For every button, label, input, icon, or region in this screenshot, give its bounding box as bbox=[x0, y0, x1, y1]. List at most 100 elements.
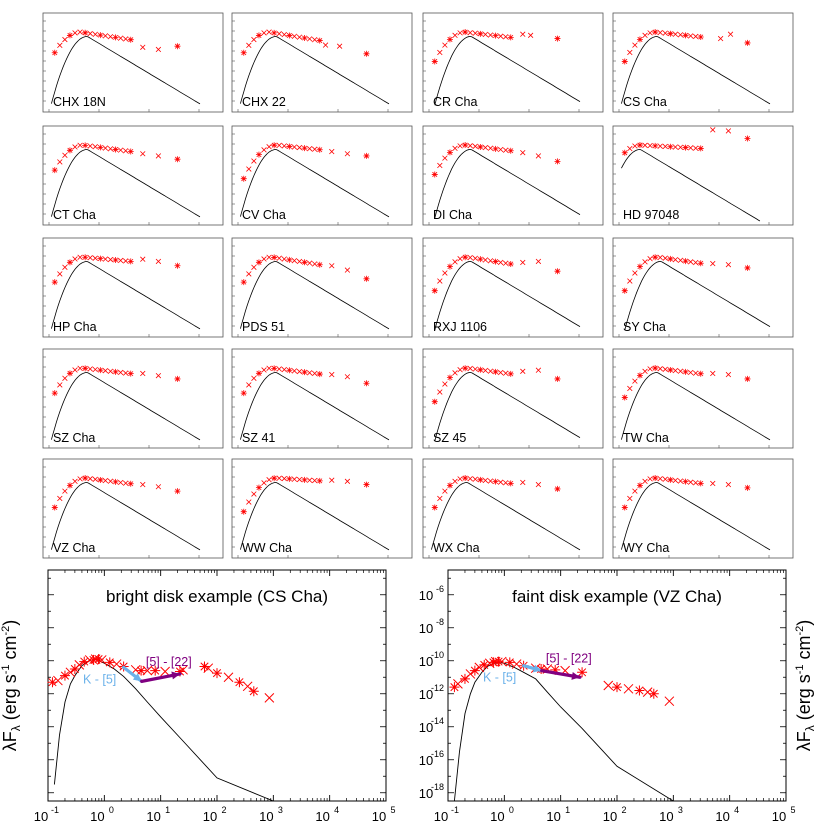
observed-point bbox=[160, 666, 170, 677]
observed-point bbox=[462, 365, 469, 372]
thumbnail-title: CV Cha bbox=[242, 208, 286, 222]
observed-point bbox=[203, 663, 214, 674]
observed-point bbox=[520, 479, 526, 486]
observed-point bbox=[47, 677, 58, 688]
observed-point bbox=[487, 32, 494, 38]
photosphere-curve bbox=[621, 35, 771, 105]
x-tick-exponent: -1 bbox=[51, 805, 59, 815]
observed-point bbox=[72, 144, 78, 150]
observed-point bbox=[710, 480, 716, 487]
photosphere-curve bbox=[434, 35, 581, 106]
observed-point bbox=[472, 143, 478, 150]
thumbnail-frame bbox=[612, 12, 794, 113]
observed-point bbox=[469, 665, 480, 676]
observed-point bbox=[271, 142, 278, 149]
observed-point bbox=[442, 381, 448, 387]
observed-point bbox=[266, 254, 272, 260]
photosphere-curve bbox=[51, 260, 201, 330]
observed-point bbox=[642, 142, 648, 148]
observed-point bbox=[306, 36, 313, 42]
x-tick-exponent: -1 bbox=[451, 805, 459, 815]
observed-point bbox=[462, 254, 469, 261]
observed-point bbox=[291, 33, 298, 39]
thumbnail-title: SY Cha bbox=[623, 320, 666, 334]
observed-point bbox=[363, 275, 370, 282]
observed-point bbox=[261, 256, 267, 262]
observed-point bbox=[725, 128, 732, 134]
observed-point bbox=[672, 31, 679, 37]
observed-point bbox=[692, 480, 699, 486]
observed-point bbox=[520, 31, 526, 37]
y-axis-label-part: λF bbox=[794, 731, 814, 751]
observed-point bbox=[142, 665, 153, 676]
observed-point bbox=[107, 256, 114, 263]
observed-point bbox=[431, 171, 438, 178]
observed-point bbox=[502, 147, 509, 153]
x-tick-label: 10 bbox=[434, 809, 448, 823]
photosphere-curve bbox=[621, 148, 761, 222]
observed-point bbox=[431, 504, 438, 511]
x-tick-label: 10 bbox=[603, 809, 617, 823]
y-axis-label-part: -2 bbox=[0, 626, 12, 636]
observed-point bbox=[457, 476, 463, 482]
thumbnail-frame bbox=[231, 12, 413, 113]
observed-point bbox=[246, 166, 252, 172]
y-tick-exponent: -14 bbox=[431, 716, 444, 726]
observed-point bbox=[535, 367, 542, 373]
observed-point bbox=[502, 480, 509, 486]
observed-point bbox=[140, 151, 146, 157]
observed-point bbox=[286, 475, 293, 482]
observed-point bbox=[240, 390, 247, 397]
y-tick-exponent: -10 bbox=[431, 650, 444, 660]
observed-point bbox=[97, 32, 104, 39]
thumbnail-frame bbox=[422, 237, 604, 338]
observed-point bbox=[662, 476, 668, 482]
observed-point bbox=[316, 146, 323, 153]
observed-point bbox=[632, 143, 638, 149]
x-tick-label: 10 bbox=[315, 809, 329, 823]
observed-point bbox=[687, 369, 694, 376]
y-axis-label-part: ) bbox=[794, 620, 814, 626]
observed-point bbox=[306, 370, 313, 376]
observed-point bbox=[457, 30, 463, 36]
thumbnail-frame bbox=[42, 458, 224, 559]
observed-point bbox=[647, 366, 653, 372]
observed-point bbox=[682, 258, 689, 265]
thumbnail-frame bbox=[612, 458, 794, 559]
x-tick-exponent: 5 bbox=[390, 805, 395, 815]
observed-point bbox=[286, 32, 293, 39]
observed-point bbox=[431, 58, 438, 65]
thumbnail-title: SZ Cha bbox=[53, 431, 95, 445]
observed-point bbox=[311, 37, 318, 43]
y-tick-label: 10 bbox=[419, 588, 433, 603]
observed-point bbox=[672, 256, 679, 263]
observed-point bbox=[477, 143, 484, 150]
y-axis-label-part: (erg s bbox=[794, 674, 814, 725]
observed-point bbox=[672, 367, 679, 374]
observed-point bbox=[271, 29, 278, 36]
photosphere-curve bbox=[51, 481, 201, 551]
x-tick-label: 10 bbox=[146, 809, 160, 823]
observed-point bbox=[344, 151, 351, 157]
observed-point bbox=[467, 29, 473, 36]
observed-point bbox=[527, 32, 534, 38]
observed-point bbox=[744, 135, 751, 142]
observed-point bbox=[492, 32, 499, 39]
observed-point bbox=[240, 175, 247, 182]
observed-point bbox=[92, 255, 98, 261]
observed-point bbox=[682, 144, 689, 151]
observed-point bbox=[66, 370, 73, 377]
observed-point bbox=[266, 477, 272, 483]
photosphere-curve bbox=[240, 148, 390, 218]
observed-point bbox=[87, 30, 93, 37]
observed-point bbox=[744, 484, 751, 491]
observed-point bbox=[97, 476, 104, 483]
thumbnail-title: CHX 18N bbox=[53, 95, 106, 109]
observed-point bbox=[255, 151, 262, 158]
observed-point bbox=[199, 661, 210, 672]
observed-point bbox=[667, 143, 674, 150]
sed-thumbnail: WY Cha bbox=[612, 458, 794, 559]
observed-point bbox=[477, 256, 484, 263]
observed-point bbox=[647, 476, 653, 482]
photosphere-curve bbox=[51, 148, 201, 218]
